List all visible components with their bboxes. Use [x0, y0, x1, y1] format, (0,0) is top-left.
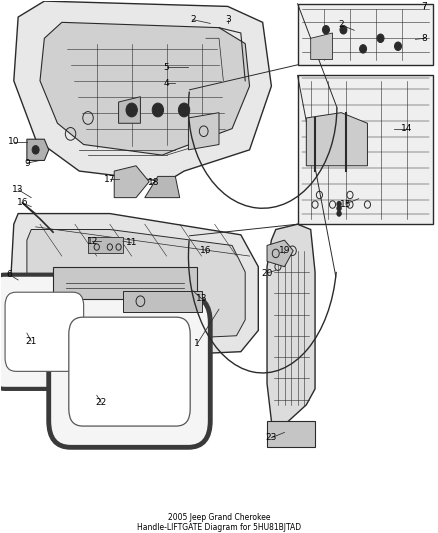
Text: 8: 8 — [421, 34, 427, 43]
Text: 5: 5 — [164, 63, 170, 72]
Text: 7: 7 — [421, 2, 427, 11]
Polygon shape — [88, 238, 123, 253]
Circle shape — [337, 206, 341, 211]
Text: 11: 11 — [126, 238, 138, 247]
Text: 23: 23 — [266, 433, 277, 442]
Circle shape — [377, 34, 384, 43]
Polygon shape — [27, 230, 245, 341]
Text: 22: 22 — [95, 398, 107, 407]
Polygon shape — [145, 176, 180, 198]
Text: 10: 10 — [8, 138, 20, 147]
FancyBboxPatch shape — [297, 76, 433, 224]
Text: 9: 9 — [24, 159, 30, 167]
Text: 13: 13 — [12, 185, 24, 194]
Polygon shape — [123, 290, 201, 312]
Polygon shape — [306, 112, 367, 166]
Text: 19: 19 — [279, 246, 290, 255]
Polygon shape — [267, 224, 315, 431]
Text: 18: 18 — [148, 178, 159, 187]
Polygon shape — [40, 22, 250, 155]
Circle shape — [32, 146, 39, 154]
Text: 20: 20 — [261, 269, 273, 278]
Text: 2005 Jeep Grand Cherokee
Handle-LIFTGATE Diagram for 5HU81BJTAD: 2005 Jeep Grand Cherokee Handle-LIFTGATE… — [137, 513, 301, 532]
FancyBboxPatch shape — [297, 4, 433, 65]
Circle shape — [126, 103, 138, 117]
Text: 13: 13 — [196, 294, 207, 303]
Polygon shape — [188, 112, 219, 150]
Text: 14: 14 — [401, 124, 413, 133]
FancyBboxPatch shape — [0, 274, 101, 389]
Polygon shape — [27, 139, 49, 160]
Polygon shape — [267, 421, 315, 447]
Text: 2: 2 — [339, 20, 344, 29]
Text: 15: 15 — [340, 199, 351, 208]
FancyBboxPatch shape — [49, 296, 210, 447]
Polygon shape — [14, 1, 272, 182]
Circle shape — [360, 45, 367, 53]
Text: 21: 21 — [25, 336, 37, 345]
FancyBboxPatch shape — [69, 317, 190, 426]
Text: 12: 12 — [87, 237, 98, 246]
Circle shape — [178, 103, 190, 117]
Text: 16: 16 — [17, 198, 28, 207]
Circle shape — [152, 103, 163, 117]
Text: 4: 4 — [164, 79, 170, 88]
Circle shape — [337, 201, 341, 207]
Polygon shape — [311, 33, 332, 60]
FancyBboxPatch shape — [5, 292, 84, 372]
Text: 17: 17 — [104, 174, 116, 183]
Text: 6: 6 — [7, 270, 12, 279]
Circle shape — [337, 211, 341, 216]
Polygon shape — [53, 266, 197, 298]
Circle shape — [322, 26, 329, 34]
Circle shape — [340, 26, 347, 34]
Polygon shape — [10, 214, 258, 357]
Text: 2: 2 — [190, 15, 196, 24]
Polygon shape — [267, 240, 293, 266]
Polygon shape — [114, 166, 149, 198]
Text: 3: 3 — [225, 15, 231, 24]
Polygon shape — [119, 96, 141, 123]
Text: 1: 1 — [194, 339, 200, 348]
Text: 16: 16 — [200, 246, 212, 255]
Circle shape — [395, 42, 402, 51]
